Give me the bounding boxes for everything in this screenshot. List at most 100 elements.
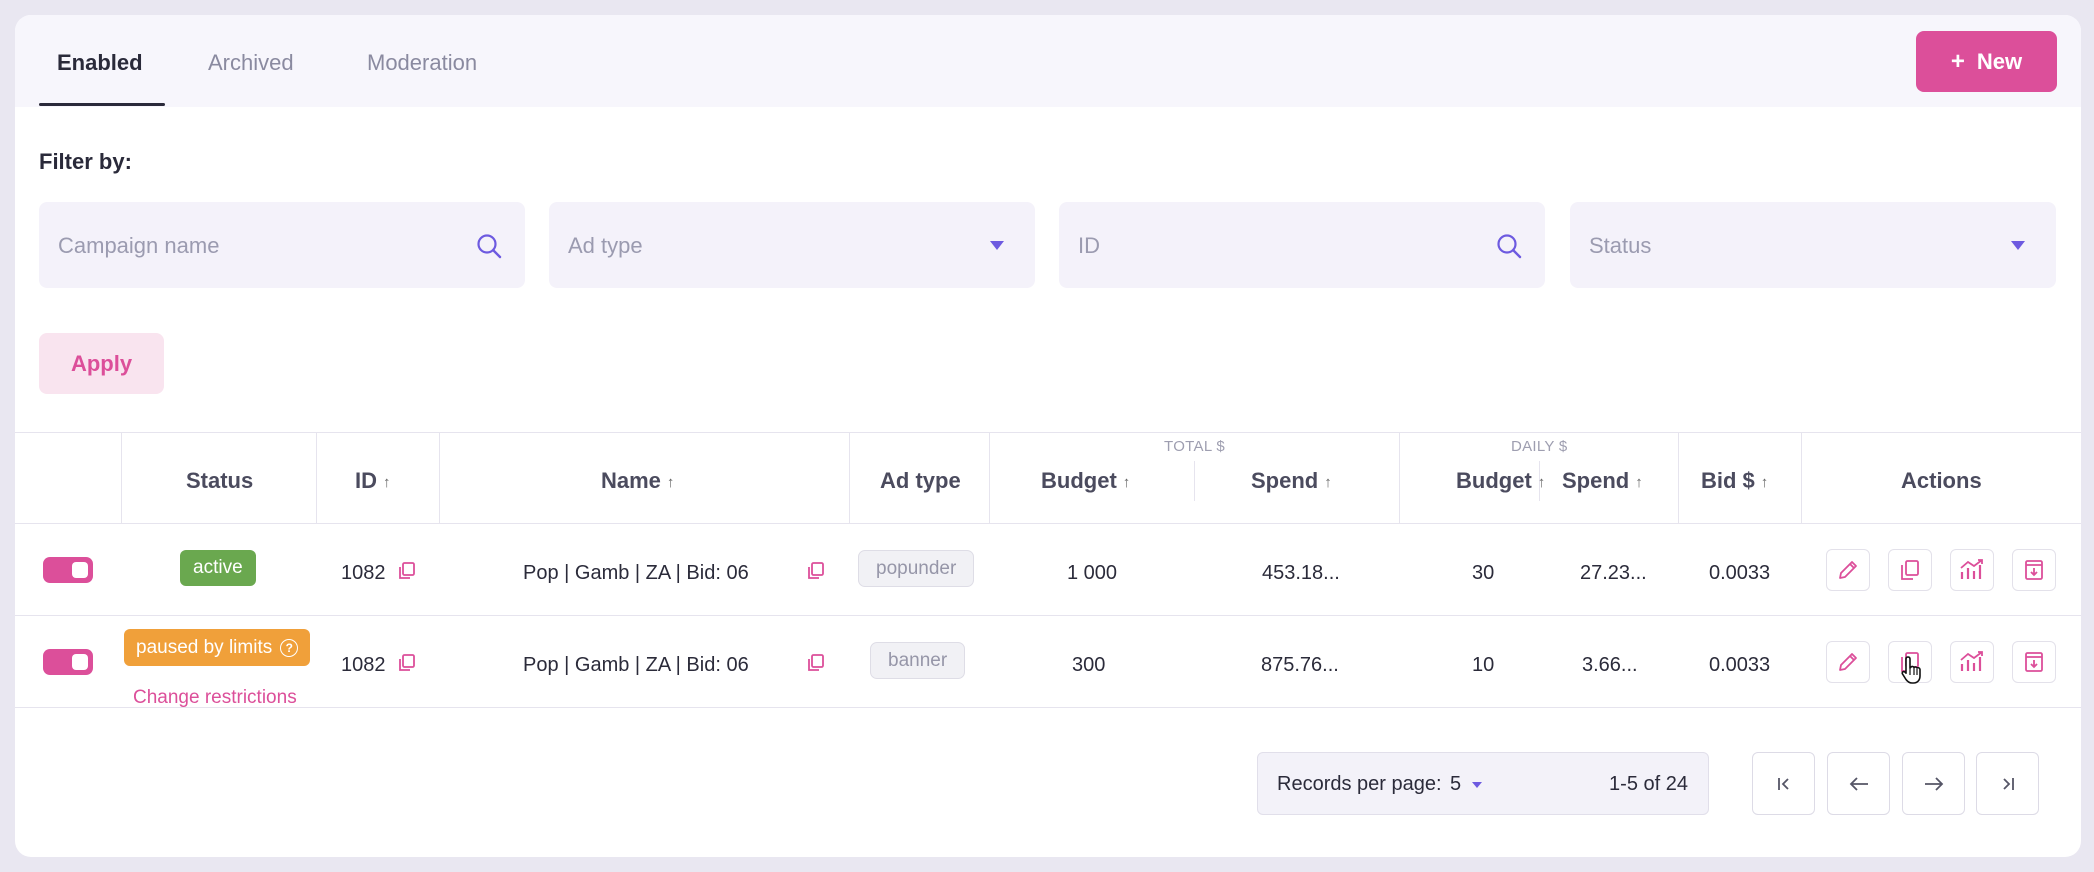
table-top-border — [15, 432, 2081, 433]
edit-button[interactable] — [1826, 549, 1870, 591]
apply-button[interactable]: Apply — [39, 333, 164, 394]
header-daily-spend[interactable]: Spend ↑ — [1562, 468, 1643, 497]
statistics-button[interactable] — [1950, 549, 1994, 591]
tab-enabled[interactable]: Enabled — [57, 50, 143, 75]
sort-arrow-icon: ↑ — [1122, 474, 1131, 491]
sort-arrow-icon: ↑ — [1324, 474, 1332, 491]
header-actions: Actions — [1901, 468, 1982, 493]
active-tab-indicator — [39, 103, 165, 106]
row-id: 1082 — [341, 562, 386, 584]
search-icon[interactable] — [1495, 232, 1523, 260]
copy-icon[interactable] — [806, 561, 826, 581]
archive-icon — [2025, 652, 2043, 672]
column-divider — [849, 432, 850, 523]
chevron-down-icon — [2011, 241, 2025, 250]
hand-cursor-icon — [1901, 656, 1921, 684]
row-name: Pop | Gamb | ZA | Bid: 06 — [523, 654, 749, 676]
copy-icon[interactable] — [397, 653, 417, 673]
column-divider — [316, 432, 317, 523]
archive-icon — [2025, 560, 2043, 580]
sort-arrow-icon: ↑ — [1635, 474, 1643, 491]
column-divider — [989, 432, 990, 523]
column-divider — [121, 432, 122, 523]
first-page-icon — [1777, 777, 1789, 790]
header-bid[interactable]: Bid $ ↑ — [1701, 468, 1768, 497]
daily-group-label: DAILY $ — [1511, 438, 1568, 455]
change-restrictions-link[interactable]: Change restrictions — [133, 687, 297, 708]
duplicate-icon — [1901, 560, 1919, 580]
daily-spend-cell: 3.66... — [1582, 654, 1638, 676]
ad-type-chip: popunder — [858, 550, 975, 587]
arrow-left-icon — [1849, 776, 1868, 791]
total-spend-cell: 453.18... — [1262, 562, 1340, 584]
daily-spend-cell: 27.23... — [1580, 562, 1647, 584]
edit-button[interactable] — [1826, 641, 1870, 683]
enable-toggle[interactable] — [43, 649, 93, 675]
status-placeholder: Status — [1589, 233, 1652, 258]
header-ad-type: Ad type — [880, 468, 961, 493]
header-total-budget[interactable]: Budget ↑ — [1041, 468, 1130, 497]
status-select[interactable]: Status — [1570, 202, 2056, 288]
id-placeholder: ID — [1078, 233, 1100, 258]
header-bid-label: Bid $ — [1701, 468, 1755, 493]
new-campaign-button[interactable]: + New — [1916, 31, 2057, 92]
records-per-page-label: Records per page: — [1277, 773, 1442, 795]
campaign-name-placeholder: Campaign name — [58, 233, 220, 258]
status-badge: active — [180, 550, 256, 586]
column-divider — [1801, 432, 1802, 523]
last-page-icon — [2002, 777, 2014, 790]
help-icon[interactable]: ? — [280, 638, 299, 657]
tab-moderation[interactable]: Moderation — [367, 50, 478, 75]
ad-type-select[interactable]: Ad type — [549, 202, 1035, 288]
first-page-button[interactable] — [1752, 752, 1815, 815]
daily-budget-cell: 10 — [1472, 654, 1495, 676]
header-total-budget-label: Budget — [1041, 468, 1117, 493]
last-page-button[interactable] — [1976, 752, 2039, 815]
header-id-label: ID — [355, 468, 377, 493]
copy-icon[interactable] — [397, 561, 417, 581]
header-name[interactable]: Name ↑ — [601, 468, 674, 497]
pagination-range: 1-5 of 24 — [1609, 773, 1688, 795]
chevron-down-icon[interactable] — [1472, 782, 1482, 788]
header-daily-budget[interactable]: Budget ↑ — [1456, 468, 1545, 497]
header-total-spend[interactable]: Spend ↑ — [1251, 468, 1332, 497]
campaigns-card: Enabled Archived Moderation + New Filter… — [15, 15, 2081, 857]
row-id: 1082 — [341, 654, 386, 676]
campaign-name-input[interactable]: Campaign name — [39, 202, 525, 288]
column-divider — [1539, 461, 1540, 501]
sort-arrow-icon: ↑ — [1760, 474, 1769, 491]
records-per-page-select[interactable]: 5 — [1450, 773, 1462, 795]
header-id[interactable]: ID ↑ — [355, 468, 391, 497]
archive-button[interactable] — [2012, 641, 2056, 683]
chevron-down-icon — [990, 241, 1004, 250]
row-divider — [15, 615, 2081, 616]
header-daily-budget-label: Budget — [1456, 468, 1532, 493]
bid-cell: 0.0033 — [1709, 654, 1771, 676]
header-daily-spend-label: Spend — [1562, 468, 1630, 493]
pencil-icon — [1839, 561, 1857, 579]
pencil-icon — [1839, 653, 1857, 671]
row-divider — [15, 707, 2081, 708]
plus-icon: + — [1950, 47, 1965, 75]
header-status: Status — [186, 468, 254, 493]
duplicate-button[interactable] — [1888, 549, 1932, 591]
prev-page-button[interactable] — [1827, 752, 1890, 815]
statistics-button[interactable] — [1950, 641, 1994, 683]
enable-toggle[interactable] — [43, 557, 93, 583]
column-divider — [439, 432, 440, 523]
records-per-page-control: Records per page: 5 1-5 of 24 — [1257, 752, 1709, 815]
search-icon[interactable] — [475, 232, 503, 260]
ad-type-chip: banner — [870, 642, 966, 679]
sort-arrow-icon: ↑ — [1537, 474, 1546, 491]
arrow-right-icon — [1924, 776, 1943, 791]
total-budget-cell: 1 000 — [1067, 562, 1118, 584]
copy-icon[interactable] — [806, 653, 826, 673]
archive-button[interactable] — [2012, 549, 2056, 591]
id-input[interactable]: ID — [1059, 202, 1545, 288]
tab-archived[interactable]: Archived — [208, 50, 294, 75]
column-divider — [1194, 461, 1195, 501]
table-header-border — [15, 523, 2081, 524]
total-group-label: TOTAL $ — [1164, 438, 1226, 455]
next-page-button[interactable] — [1902, 752, 1965, 815]
total-budget-cell: 300 — [1072, 654, 1106, 676]
